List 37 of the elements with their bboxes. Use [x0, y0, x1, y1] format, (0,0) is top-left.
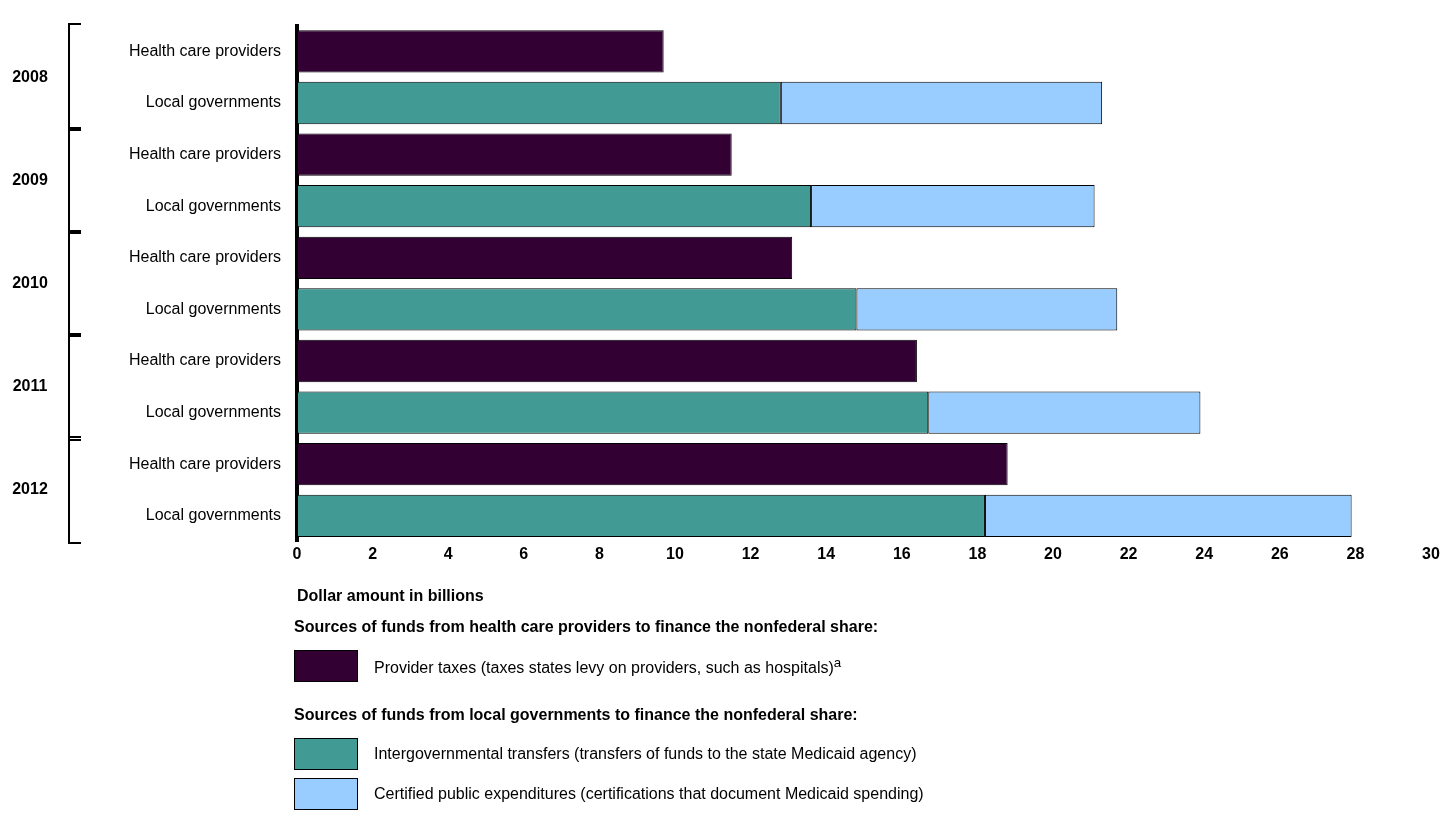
y-tick-label: Local governments [145, 299, 281, 317]
x-tick-label: 30 [1422, 544, 1440, 562]
y-tick-label: Health care providers [128, 145, 281, 163]
x-tick-label: 18 [968, 544, 987, 562]
text: 2011 [12, 377, 48, 395]
y-tick-label: Health care providers [128, 351, 281, 369]
legend-label: Certified public expenditures (certifications that document Medicaid spending) [374, 785, 924, 803]
text: 2008 [12, 67, 48, 85]
y-tick-label: Local governments [145, 403, 281, 421]
x-tick-label: 6 [519, 544, 529, 562]
y-tick-label: Health care providers [128, 41, 281, 59]
x-tick-label: 8 [594, 544, 604, 562]
x-tick-label: 28 [1346, 544, 1365, 562]
source-note: Sources of funds from local governments to finance the nonfederal share: [294, 706, 859, 724]
x-tick-label: 24 [1195, 544, 1214, 562]
legend-label: Provider taxes (taxes states levy on providers, such as hospitals)$^{a}$ [374, 654, 842, 678]
y-tick-label: Local governments [145, 506, 281, 524]
y-tick-label: Health care providers [128, 454, 281, 472]
x-tick-label: 12 [741, 544, 760, 562]
x-tick-label: 20 [1044, 544, 1062, 562]
x-tick-label: 22 [1119, 544, 1138, 562]
x-axis-title: Dollar amount in billions [297, 586, 484, 604]
source-note: Sources of funds from health care providers to finance the nonfederal share: [294, 618, 880, 636]
x-tick-label: 4 [443, 544, 453, 562]
y-tick-label: Local governments [145, 93, 281, 111]
x-tick-label: 26 [1270, 544, 1289, 562]
x-tick-label: 2 [368, 544, 378, 562]
legend-label: Intergovernmental transfers (transfers of funds to the state Medicaid agency) [374, 745, 917, 763]
text: 2009 [12, 170, 48, 188]
y-tick-label: Health care providers [128, 248, 281, 266]
y-tick-label: Local governments [145, 196, 281, 214]
x-tick-label: 0 [292, 544, 302, 562]
x-tick-label: 14 [817, 544, 836, 562]
x-tick-label: 10 [666, 544, 684, 562]
text: 2012 [12, 480, 48, 498]
x-tick-label: 16 [892, 544, 911, 562]
text: 2010 [12, 274, 48, 292]
